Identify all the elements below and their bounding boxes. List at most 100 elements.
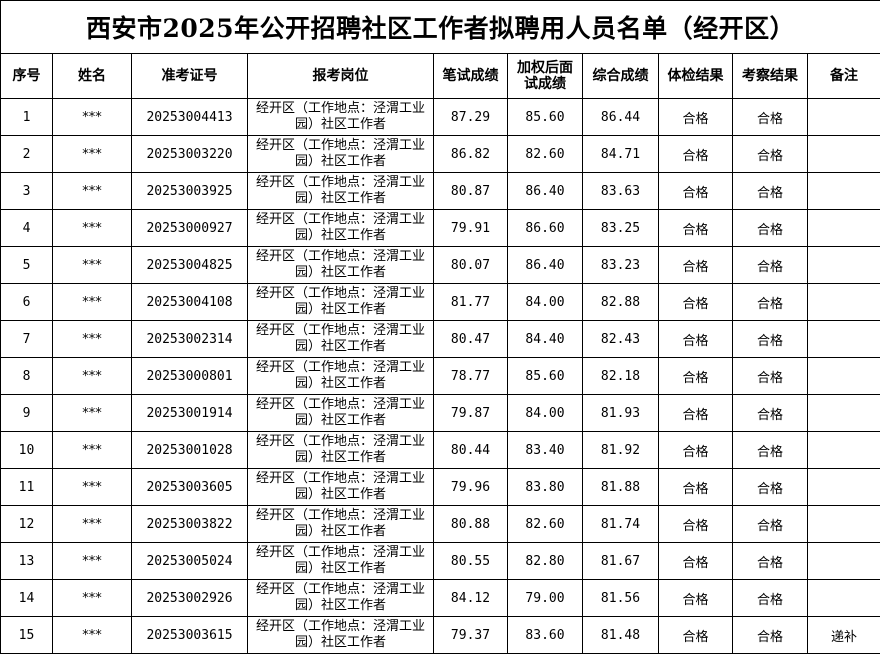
cell-exam-id: 20253000927 xyxy=(132,210,248,247)
cell-total-score: 83.23 xyxy=(583,247,659,284)
cell-interview-score: 83.40 xyxy=(508,432,583,469)
cell-written-score: 80.87 xyxy=(434,173,508,210)
cell-medical-result: 合格 xyxy=(659,469,733,506)
cell-review-result: 合格 xyxy=(733,432,808,469)
cell-total-score: 81.88 xyxy=(583,469,659,506)
cell-exam-id: 20253003605 xyxy=(132,469,248,506)
cell-total-score: 81.56 xyxy=(583,580,659,617)
cell-index: 13 xyxy=(1,543,53,580)
cell-position: 经开区（工作地点：泾渭工业园）社区工作者 xyxy=(248,136,434,173)
cell-written-score: 84.12 xyxy=(434,580,508,617)
cell-interview-score: 82.60 xyxy=(508,506,583,543)
cell-name: *** xyxy=(53,173,132,210)
cell-remarks xyxy=(808,99,880,136)
cell-written-score: 78.77 xyxy=(434,358,508,395)
cell-exam-id: 20253004825 xyxy=(132,247,248,284)
cell-remarks xyxy=(808,469,880,506)
cell-medical-result: 合格 xyxy=(659,247,733,284)
header-index: 序号 xyxy=(1,54,53,99)
cell-name: *** xyxy=(53,358,132,395)
cell-index: 6 xyxy=(1,284,53,321)
cell-total-score: 82.18 xyxy=(583,358,659,395)
header-interview-score: 加权后面试成绩 xyxy=(508,54,583,99)
cell-medical-result: 合格 xyxy=(659,210,733,247)
cell-interview-score: 86.60 xyxy=(508,210,583,247)
cell-remarks xyxy=(808,395,880,432)
cell-index: 10 xyxy=(1,432,53,469)
cell-position: 经开区（工作地点：泾渭工业园）社区工作者 xyxy=(248,506,434,543)
cell-name: *** xyxy=(53,617,132,654)
header-remarks: 备注 xyxy=(808,54,880,99)
cell-exam-id: 20253001028 xyxy=(132,432,248,469)
cell-written-score: 86.82 xyxy=(434,136,508,173)
cell-remarks xyxy=(808,580,880,617)
cell-remarks xyxy=(808,247,880,284)
cell-name: *** xyxy=(53,210,132,247)
cell-index: 1 xyxy=(1,99,53,136)
cell-remarks xyxy=(808,321,880,358)
cell-interview-score: 85.60 xyxy=(508,358,583,395)
cell-exam-id: 20253004413 xyxy=(132,99,248,136)
cell-written-score: 79.87 xyxy=(434,395,508,432)
cell-index: 14 xyxy=(1,580,53,617)
cell-interview-score: 82.60 xyxy=(508,136,583,173)
cell-remarks xyxy=(808,136,880,173)
cell-index: 11 xyxy=(1,469,53,506)
cell-total-score: 86.44 xyxy=(583,99,659,136)
cell-remarks xyxy=(808,543,880,580)
cell-position: 经开区（工作地点：泾渭工业园）社区工作者 xyxy=(248,617,434,654)
cell-index: 2 xyxy=(1,136,53,173)
cell-review-result: 合格 xyxy=(733,136,808,173)
cell-exam-id: 20253002926 xyxy=(132,580,248,617)
cell-review-result: 合格 xyxy=(733,210,808,247)
cell-total-score: 83.63 xyxy=(583,173,659,210)
cell-total-score: 81.48 xyxy=(583,617,659,654)
cell-review-result: 合格 xyxy=(733,617,808,654)
cell-remarks xyxy=(808,284,880,321)
cell-exam-id: 20253000801 xyxy=(132,358,248,395)
cell-medical-result: 合格 xyxy=(659,580,733,617)
cell-medical-result: 合格 xyxy=(659,136,733,173)
cell-name: *** xyxy=(53,247,132,284)
cell-total-score: 84.71 xyxy=(583,136,659,173)
cell-written-score: 79.91 xyxy=(434,210,508,247)
cell-index: 5 xyxy=(1,247,53,284)
cell-medical-result: 合格 xyxy=(659,99,733,136)
cell-exam-id: 20253001914 xyxy=(132,395,248,432)
page-title: 西安市2025年公开招聘社区工作者拟聘用人员名单（经开区） xyxy=(1,1,880,54)
cell-interview-score: 84.00 xyxy=(508,284,583,321)
cell-total-score: 82.88 xyxy=(583,284,659,321)
cell-written-score: 80.55 xyxy=(434,543,508,580)
cell-exam-id: 20253005024 xyxy=(132,543,248,580)
cell-interview-score: 79.00 xyxy=(508,580,583,617)
cell-total-score: 83.25 xyxy=(583,210,659,247)
cell-review-result: 合格 xyxy=(733,321,808,358)
cell-remarks xyxy=(808,358,880,395)
cell-exam-id: 20253003925 xyxy=(132,173,248,210)
cell-remarks xyxy=(808,210,880,247)
cell-medical-result: 合格 xyxy=(659,284,733,321)
cell-written-score: 80.88 xyxy=(434,506,508,543)
cell-interview-score: 86.40 xyxy=(508,247,583,284)
header-total-score: 综合成绩 xyxy=(583,54,659,99)
cell-index: 4 xyxy=(1,210,53,247)
cell-review-result: 合格 xyxy=(733,506,808,543)
cell-medical-result: 合格 xyxy=(659,506,733,543)
cell-position: 经开区（工作地点：泾渭工业园）社区工作者 xyxy=(248,173,434,210)
cell-written-score: 80.44 xyxy=(434,432,508,469)
cell-position: 经开区（工作地点：泾渭工业园）社区工作者 xyxy=(248,543,434,580)
cell-remarks xyxy=(808,506,880,543)
cell-position: 经开区（工作地点：泾渭工业园）社区工作者 xyxy=(248,358,434,395)
cell-exam-id: 20253003615 xyxy=(132,617,248,654)
cell-name: *** xyxy=(53,136,132,173)
cell-position: 经开区（工作地点：泾渭工业园）社区工作者 xyxy=(248,99,434,136)
header-review-result: 考察结果 xyxy=(733,54,808,99)
